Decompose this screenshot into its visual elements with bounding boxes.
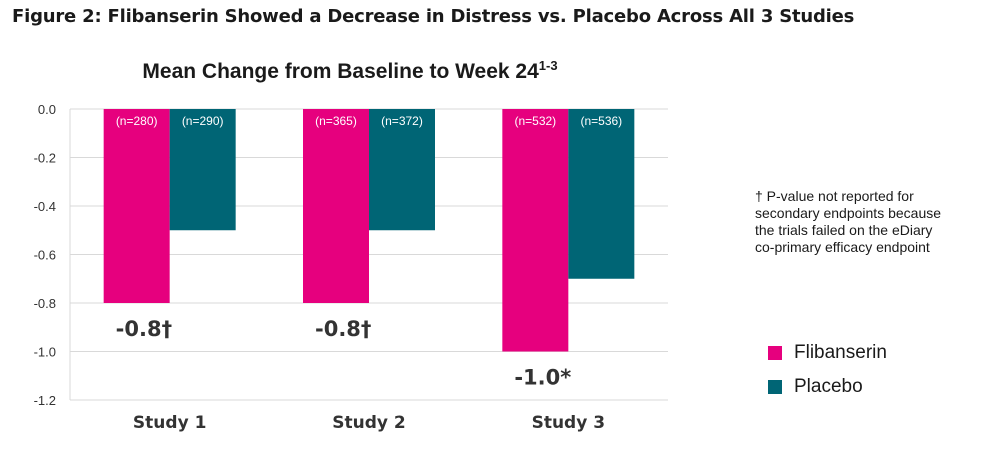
x-tick-label: Study 2 bbox=[332, 413, 405, 433]
y-tick-label: -0.8 bbox=[34, 296, 56, 311]
n-label-placebo-2: (n=372) bbox=[381, 114, 423, 128]
x-tick-label: Study 1 bbox=[133, 413, 206, 433]
legend-item-flibanserin: Flibanserin bbox=[768, 336, 887, 370]
legend-label-flibanserin: Flibanserin bbox=[794, 342, 887, 363]
footnote: † P-value not reported for secondary end… bbox=[755, 188, 942, 255]
bar-flibanserin-2 bbox=[303, 109, 369, 303]
y-tick-label: -1.2 bbox=[34, 393, 56, 408]
data-label-2: -0.8† bbox=[315, 317, 371, 341]
n-label-flibanserin-3: (n=532) bbox=[514, 114, 556, 128]
bar-flibanserin-1 bbox=[103, 109, 170, 303]
chart-title-superscript: 1-3 bbox=[538, 58, 558, 73]
legend: Flibanserin Placebo bbox=[768, 336, 887, 404]
n-label-flibanserin-1: (n=280) bbox=[116, 114, 158, 128]
chart-title-text: Mean Change from Baseline to Week 24 bbox=[142, 60, 539, 83]
n-label-placebo-1: (n=290) bbox=[182, 114, 224, 128]
y-tick-label: -0.2 bbox=[34, 151, 56, 166]
legend-label-placebo: Placebo bbox=[794, 376, 863, 397]
chart-title: Mean Change from Baseline to Week 241-3 bbox=[0, 58, 700, 84]
legend-swatch-placebo bbox=[768, 380, 782, 394]
bar-placebo-3 bbox=[568, 109, 635, 279]
legend-swatch-flibanserin bbox=[768, 346, 782, 360]
y-tick-label: -1.0 bbox=[34, 345, 56, 360]
y-tick-label: 0.0 bbox=[38, 102, 56, 117]
figure-title: Figure 2: Flibanserin Showed a Decrease … bbox=[12, 6, 855, 27]
n-label-flibanserin-2: (n=365) bbox=[315, 114, 357, 128]
y-tick-label: -0.4 bbox=[34, 199, 56, 214]
legend-item-placebo: Placebo bbox=[768, 370, 887, 404]
data-label-3: -1.0* bbox=[514, 366, 571, 390]
bar-placebo-1 bbox=[169, 109, 236, 231]
x-tick-label: Study 3 bbox=[532, 413, 605, 433]
bar-flibanserin-3 bbox=[502, 109, 569, 352]
n-label-placebo-3: (n=536) bbox=[580, 114, 622, 128]
data-label-1: -0.8† bbox=[116, 317, 172, 341]
bar-placebo-2 bbox=[369, 109, 435, 231]
y-tick-label: -0.6 bbox=[34, 248, 56, 263]
